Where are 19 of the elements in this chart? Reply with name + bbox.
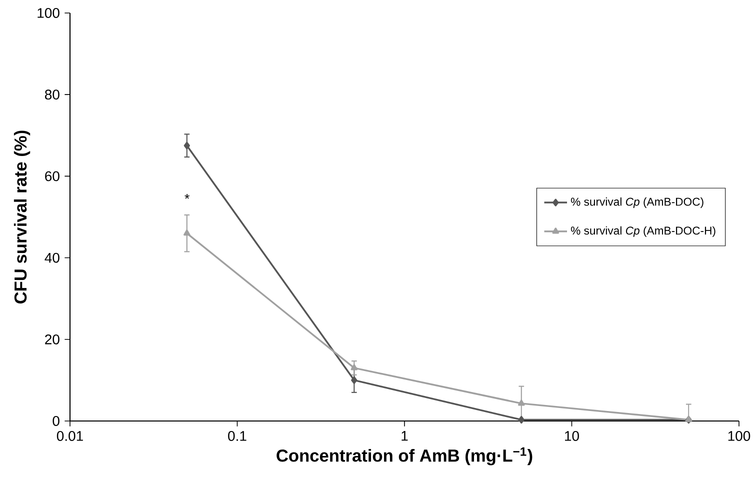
point [183,230,190,236]
y-tick-label: 100 [38,8,60,18]
y-tick-label: 80 [45,90,60,100]
x-tick-label: 0.1 [228,431,246,441]
x-tick-label: 0.01 [56,431,83,441]
annotation: * [184,194,190,199]
y-tick-label: 20 [45,334,60,344]
x-tick-label: 10 [565,431,579,441]
y-axis-title: CFU survival rate (%) [14,130,30,304]
x-axis-title: Concentration of AmB (mg·L$^{−1}$) [276,447,532,466]
x-tick-label: 1 [402,431,408,441]
point [184,142,190,150]
y-tick-label: 40 [44,252,60,263]
legend-label: % survival Cp (AmB-DOC) [570,197,704,208]
y-tick-label: 60 [45,171,60,182]
point [518,400,525,406]
x-tick-label: 100 [728,431,750,441]
y-tick-label: 0 [52,416,60,426]
legend-label: % survival Cp (AmB-DOC-H) [570,226,716,237]
